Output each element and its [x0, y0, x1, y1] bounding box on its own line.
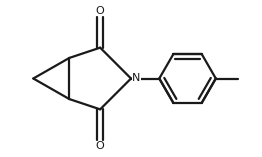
Text: O: O: [96, 141, 105, 152]
Text: N: N: [132, 73, 141, 84]
Text: O: O: [96, 5, 105, 16]
